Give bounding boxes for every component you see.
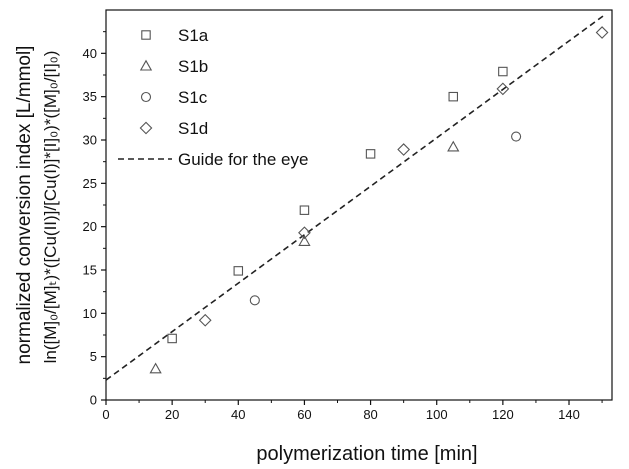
point-s1b — [298, 235, 311, 246]
y-tick-label: 25 — [83, 176, 97, 191]
legend-marker-s1a — [141, 30, 151, 40]
legend-label-s1c: S1c — [178, 88, 208, 107]
point-s1b — [149, 362, 162, 374]
legend-marker-s1c — [140, 91, 152, 103]
x-tick-label: 80 — [363, 407, 377, 422]
point-s1a — [299, 205, 310, 215]
y-axis-title: normalized conversion index [L/mmol] — [14, 46, 35, 365]
y-tick-label: 10 — [83, 306, 97, 321]
x-tick-label: 20 — [165, 407, 179, 422]
x-tick-label: 100 — [426, 407, 448, 422]
x-axis-title: polymerization time [min] — [256, 443, 477, 465]
point-s1a — [448, 91, 459, 102]
legend-label-s1b: S1b — [178, 57, 208, 76]
y-tick-label: 40 — [83, 46, 97, 61]
point-s1c — [511, 131, 522, 142]
legend-marker-s1b — [139, 59, 153, 71]
y-tick-label: 20 — [83, 219, 97, 234]
guide-line — [105, 13, 606, 381]
point-s1d — [595, 26, 609, 39]
x-tick-label: 140 — [558, 407, 580, 422]
y-tick-label: 15 — [83, 263, 97, 278]
point-s1d — [198, 313, 212, 327]
point-s1a — [365, 149, 376, 159]
y-tick-label: 30 — [83, 133, 97, 148]
legend-marker-s1d — [139, 121, 153, 135]
legend-label-guide: Guide for the eye — [178, 150, 308, 169]
y-tick-label: 5 — [90, 349, 97, 364]
point-s1a — [233, 266, 244, 276]
legend-label-s1d: S1d — [178, 119, 208, 138]
legend-label-s1a: S1a — [178, 26, 209, 45]
x-tick-label: 120 — [492, 407, 514, 422]
point-s1d — [397, 143, 411, 156]
plot-area: 0 20 40 60 80 100 120 140 0 5 10 15 20 25 30 35 40 S1a S1b… — [83, 9, 613, 422]
point-s1d — [496, 82, 510, 96]
point-s1c — [249, 295, 260, 306]
point-s1a — [498, 66, 508, 77]
x-tick-label: 0 — [102, 407, 109, 422]
point-s1d — [298, 226, 311, 240]
x-tick-label: 60 — [297, 407, 311, 422]
y-axis-formula: ln([M]₀/[M]ₜ)*([Cu(II)]/[Cu(I)]*[I]₀)*([… — [41, 51, 60, 364]
y-tick-label: 35 — [83, 89, 97, 104]
y-tick-label: 0 — [90, 393, 97, 408]
x-tick-label: 40 — [231, 407, 245, 422]
point-s1a — [167, 333, 177, 344]
point-s1b — [447, 140, 460, 152]
